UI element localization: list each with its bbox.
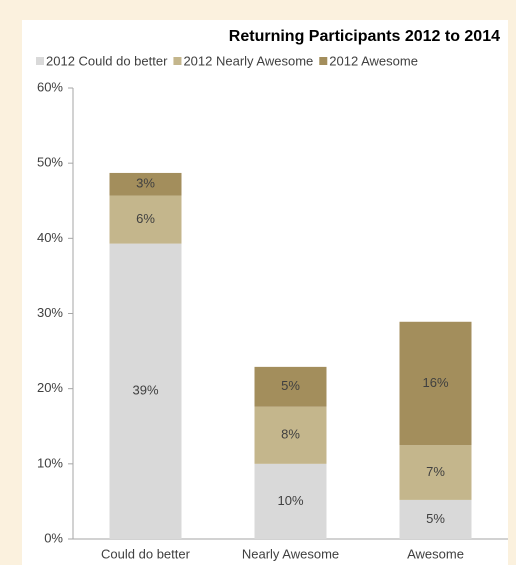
x-tick-label: Nearly Awesome (242, 546, 339, 561)
bar-segment (254, 406, 327, 464)
y-tick-label: 0% (44, 530, 63, 545)
x-tick-label: Could do better (101, 546, 191, 561)
data-label: 6% (136, 211, 155, 226)
legend-swatch (319, 57, 328, 65)
x-tick-label: Awesome (407, 546, 464, 561)
y-tick-label: 20% (37, 380, 63, 395)
data-label: 16% (422, 375, 448, 390)
data-label: 5% (426, 511, 445, 526)
bar-segment (254, 463, 327, 539)
data-label: 39% (132, 383, 158, 398)
legend-label: 2012 Could do better (46, 53, 168, 68)
bar-segment (254, 366, 327, 407)
bar-segment (399, 321, 472, 446)
y-tick-label: 10% (37, 455, 63, 470)
data-label: 5% (281, 378, 300, 393)
legend-swatch (173, 57, 182, 65)
bar-segment (109, 195, 182, 244)
y-tick-label: 50% (37, 155, 63, 170)
legend-label: 2012 Nearly Awesome (183, 53, 313, 68)
legend-swatch (36, 57, 44, 65)
bar-segment (109, 172, 182, 196)
y-tick-label: 30% (37, 305, 63, 320)
bar-segment (399, 445, 472, 500)
bar-segment (109, 243, 182, 539)
data-label: 10% (277, 493, 303, 508)
y-tick-label: 60% (37, 79, 63, 94)
data-label: 7% (426, 464, 445, 479)
legend-label: 2012 Awesome (329, 53, 418, 68)
chart-title: Returning Participants 2012 to 2014 (229, 28, 500, 45)
y-tick-label: 40% (37, 230, 63, 245)
bar-segment (399, 499, 472, 539)
data-label: 3% (136, 176, 155, 191)
data-label: 8% (281, 427, 300, 442)
